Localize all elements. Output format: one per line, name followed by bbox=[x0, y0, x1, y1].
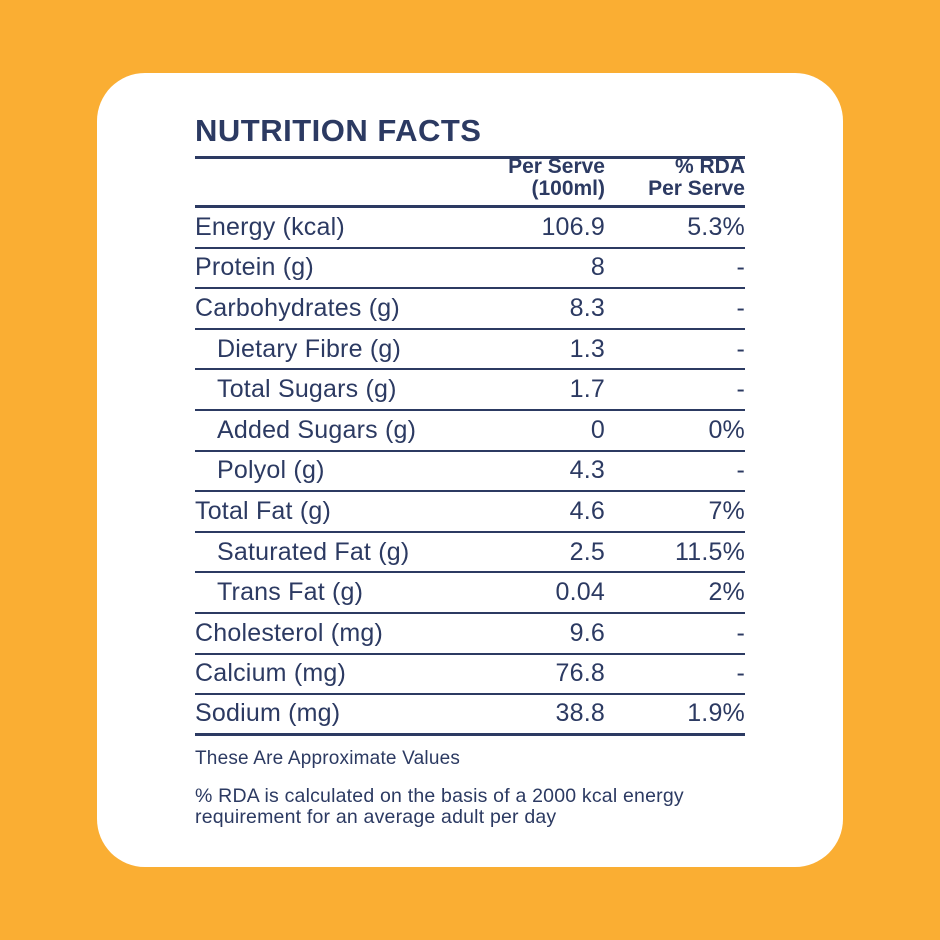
nutrition-card: NUTRITION FACTS Per Serve (100ml) % RDA … bbox=[97, 73, 843, 867]
per-serve-value: 4.6 bbox=[569, 496, 605, 525]
table-row: Cholesterol (mg) 9.6 - bbox=[195, 614, 745, 655]
table-row: Polyol (g) 4.3 - bbox=[195, 452, 745, 493]
row-label: Energy (kcal) bbox=[195, 212, 345, 241]
table-row: Total Fat (g) 4.6 7% bbox=[195, 492, 745, 533]
row-label: Sodium (mg) bbox=[195, 699, 341, 728]
table-row: Energy (kcal) 106.9 5.3% bbox=[195, 208, 745, 249]
rda-value: 0% bbox=[708, 415, 745, 444]
row-label: Carbohydrates (g) bbox=[195, 293, 400, 322]
table-row: Trans Fat (g) 0.04 2% bbox=[195, 573, 745, 614]
row-label: Polyol (g) bbox=[217, 456, 325, 485]
rda-value: 11.5% bbox=[674, 537, 745, 566]
column-header-per-serve: Per Serve (100ml) bbox=[487, 156, 607, 200]
row-label: Trans Fat (g) bbox=[217, 578, 364, 607]
row-label: Cholesterol (mg) bbox=[195, 618, 383, 647]
row-label: Total Sugars (g) bbox=[217, 375, 397, 404]
table-row: Added Sugars (g) 0 0% bbox=[195, 411, 745, 452]
rda-value: - bbox=[736, 456, 745, 485]
table-row: Sodium (mg) 38.8 1.9% bbox=[195, 695, 745, 736]
per-serve-value: 8 bbox=[590, 253, 605, 282]
table-row: Protein (g) 8 - bbox=[195, 249, 745, 290]
row-label: Saturated Fat (g) bbox=[217, 537, 410, 566]
table-body: Energy (kcal) 106.9 5.3% Protein (g) 8- Carbo… bbox=[195, 208, 745, 736]
rda-value: 5.3% bbox=[687, 212, 745, 241]
rda-value: - bbox=[736, 618, 745, 647]
row-label: Protein (g) bbox=[195, 253, 314, 282]
column-header-rda: % RDA Per Serve bbox=[607, 156, 745, 200]
per-serve-value: 76.8 bbox=[555, 659, 605, 688]
rda-value: - bbox=[736, 293, 745, 322]
row-label: Total Fat (g) bbox=[195, 496, 331, 525]
table-row: Carbohydrates (g) 8.3 - bbox=[195, 289, 745, 330]
per-serve-header-line1: Per Serve bbox=[508, 155, 605, 178]
rda-header-line1: % RDA bbox=[674, 155, 745, 178]
rda-header-line2: Per Serve bbox=[648, 177, 745, 200]
rda-value: 7% bbox=[708, 496, 745, 525]
per-serve-value: 106.9 bbox=[541, 212, 605, 241]
rda-value: - bbox=[736, 375, 745, 404]
per-serve-value: 1.3 bbox=[569, 334, 605, 363]
rda-value: 2% bbox=[708, 578, 745, 607]
row-label: Calcium (mg) bbox=[195, 659, 347, 688]
table-row: Total Sugars (g) 1.7 - bbox=[195, 370, 745, 411]
nutrition-table: Per Serve (100ml) % RDA Per Serve Energy… bbox=[195, 156, 745, 736]
per-serve-value: 0.04 bbox=[555, 578, 605, 607]
per-serve-value: 2.5 bbox=[569, 537, 605, 566]
table-row: Dietary Fibre (g) 1.3 - bbox=[195, 330, 745, 371]
rda-value: - bbox=[736, 253, 745, 282]
page-title: NUTRITION FACTS bbox=[195, 113, 482, 148]
per-serve-value: 1.7 bbox=[569, 375, 605, 404]
per-serve-value: 38.8 bbox=[555, 699, 605, 728]
table-header: Per Serve (100ml) % RDA Per Serve bbox=[195, 156, 745, 208]
rda-value: - bbox=[736, 334, 745, 363]
footnote-rda-note: % RDA is calculated on the basis of a 20… bbox=[195, 784, 684, 829]
table-row: Saturated Fat (g) 2.5 11.5% bbox=[195, 533, 745, 574]
footnote-approximate-values: These Are Approximate Values bbox=[195, 747, 461, 769]
per-serve-value: 9.6 bbox=[569, 618, 605, 647]
per-serve-header-line2: (100ml) bbox=[531, 177, 605, 200]
per-serve-value: 0 bbox=[590, 415, 605, 444]
per-serve-value: 8.3 bbox=[569, 293, 605, 322]
table-row: Calcium (mg) 76.8 - bbox=[195, 655, 745, 696]
row-label: Dietary Fibre (g) bbox=[217, 334, 401, 363]
per-serve-value: 4.3 bbox=[569, 456, 605, 485]
row-label: Added Sugars (g) bbox=[217, 415, 417, 444]
rda-value: - bbox=[736, 659, 745, 688]
rda-value: 1.9% bbox=[687, 699, 745, 728]
